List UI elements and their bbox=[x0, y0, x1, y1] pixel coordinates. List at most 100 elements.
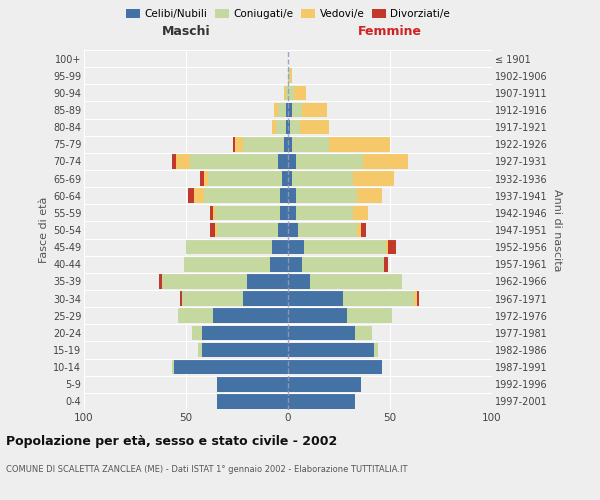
Bar bbox=[329, 137, 390, 152]
Text: Maschi: Maschi bbox=[161, 25, 211, 38]
Bar bbox=[416, 292, 419, 306]
Bar bbox=[188, 188, 194, 203]
Bar bbox=[353, 206, 368, 220]
Bar bbox=[347, 308, 392, 323]
Bar bbox=[288, 188, 296, 203]
Bar bbox=[384, 257, 388, 272]
Bar bbox=[284, 137, 288, 152]
Bar bbox=[288, 360, 382, 374]
Bar bbox=[288, 68, 290, 83]
Bar bbox=[288, 257, 302, 272]
Bar bbox=[288, 120, 290, 134]
Bar bbox=[292, 102, 302, 118]
Bar bbox=[294, 86, 307, 100]
Bar bbox=[364, 154, 409, 168]
Bar bbox=[278, 102, 286, 118]
Bar bbox=[202, 342, 288, 357]
Bar bbox=[296, 154, 364, 168]
Bar bbox=[211, 222, 215, 238]
Bar bbox=[278, 222, 288, 238]
Bar bbox=[288, 394, 355, 408]
Bar bbox=[296, 206, 353, 220]
Bar bbox=[211, 206, 212, 220]
Bar bbox=[302, 257, 384, 272]
Bar bbox=[212, 206, 215, 220]
Bar bbox=[388, 240, 396, 254]
Bar bbox=[186, 240, 272, 254]
Bar bbox=[304, 240, 386, 254]
Bar bbox=[290, 68, 292, 83]
Bar bbox=[174, 360, 288, 374]
Bar bbox=[288, 137, 292, 152]
Bar bbox=[235, 137, 243, 152]
Bar bbox=[288, 342, 374, 357]
Bar bbox=[200, 172, 205, 186]
Bar bbox=[292, 137, 329, 152]
Bar bbox=[288, 86, 294, 100]
Bar bbox=[290, 120, 300, 134]
Bar bbox=[160, 274, 161, 288]
Bar bbox=[217, 394, 288, 408]
Bar bbox=[286, 120, 288, 134]
Bar bbox=[194, 188, 205, 203]
Bar bbox=[288, 377, 361, 392]
Bar bbox=[343, 292, 415, 306]
Bar bbox=[288, 308, 347, 323]
Bar bbox=[272, 120, 276, 134]
Bar bbox=[190, 154, 278, 168]
Y-axis label: Anni di nascita: Anni di nascita bbox=[552, 188, 562, 271]
Bar bbox=[358, 188, 382, 203]
Bar bbox=[415, 292, 416, 306]
Bar bbox=[288, 326, 355, 340]
Bar bbox=[288, 102, 292, 118]
Bar bbox=[280, 206, 288, 220]
Bar bbox=[272, 240, 288, 254]
Bar bbox=[288, 274, 310, 288]
Bar bbox=[286, 102, 288, 118]
Y-axis label: Fasce di età: Fasce di età bbox=[38, 197, 49, 263]
Bar bbox=[182, 292, 243, 306]
Bar bbox=[243, 292, 288, 306]
Bar bbox=[276, 120, 286, 134]
Bar bbox=[310, 274, 402, 288]
Bar bbox=[202, 326, 288, 340]
Legend: Celibi/Nubili, Coniugati/e, Vedovi/e, Divorziati/e: Celibi/Nubili, Coniugati/e, Vedovi/e, Di… bbox=[122, 5, 454, 24]
Bar bbox=[198, 342, 202, 357]
Bar bbox=[282, 172, 288, 186]
Bar bbox=[217, 377, 288, 392]
Bar bbox=[292, 172, 353, 186]
Bar bbox=[205, 172, 208, 186]
Bar bbox=[288, 206, 296, 220]
Bar bbox=[215, 206, 280, 220]
Bar bbox=[233, 137, 235, 152]
Bar bbox=[288, 240, 304, 254]
Bar bbox=[176, 154, 190, 168]
Bar bbox=[374, 342, 378, 357]
Bar bbox=[217, 222, 278, 238]
Bar bbox=[358, 222, 361, 238]
Bar bbox=[386, 240, 388, 254]
Bar bbox=[161, 274, 247, 288]
Bar bbox=[269, 257, 288, 272]
Bar bbox=[178, 308, 212, 323]
Bar bbox=[353, 172, 394, 186]
Bar bbox=[300, 120, 329, 134]
Bar bbox=[284, 86, 286, 100]
Bar bbox=[247, 274, 288, 288]
Bar bbox=[288, 222, 298, 238]
Bar bbox=[184, 257, 269, 272]
Text: Femmine: Femmine bbox=[358, 25, 422, 38]
Bar bbox=[208, 172, 282, 186]
Bar bbox=[298, 222, 358, 238]
Bar bbox=[180, 292, 182, 306]
Bar bbox=[302, 102, 327, 118]
Bar bbox=[361, 222, 365, 238]
Bar bbox=[296, 188, 358, 203]
Bar bbox=[288, 172, 292, 186]
Bar bbox=[212, 308, 288, 323]
Bar bbox=[288, 154, 296, 168]
Bar bbox=[243, 137, 284, 152]
Bar bbox=[274, 102, 278, 118]
Bar bbox=[280, 188, 288, 203]
Bar bbox=[278, 154, 288, 168]
